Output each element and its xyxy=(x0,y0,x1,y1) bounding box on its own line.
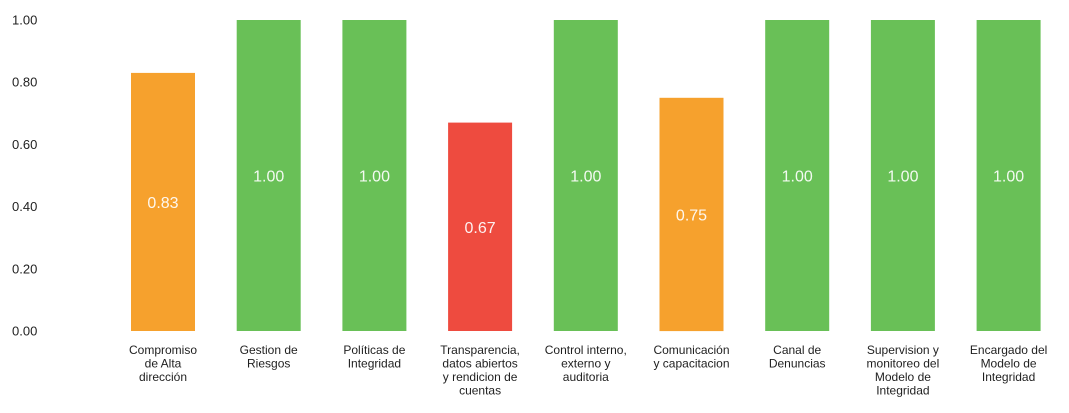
data-label: 0.67 xyxy=(465,220,496,237)
x-tick-label-line: Gestion de xyxy=(240,343,298,357)
x-tick-label-line: Compromiso xyxy=(129,343,197,357)
data-label: 0.83 xyxy=(147,195,178,212)
x-tick-label: Canal de Denuncias xyxy=(769,343,826,371)
x-tick-label: Supervision y monitoreo del Modelo de Integ… xyxy=(867,343,940,398)
y-tick-label: 0.80 xyxy=(12,75,37,90)
x-tick-label-line: Encargado del xyxy=(970,343,1047,357)
x-tick-label-line: Integridad xyxy=(348,357,401,371)
data-label: 1.00 xyxy=(253,169,284,186)
x-tick-label: Comunicación y capacitacion xyxy=(653,343,729,371)
bar xyxy=(448,122,513,331)
x-tick-label-line: externo y xyxy=(561,357,610,371)
x-tick-label-line: auditoria xyxy=(563,370,609,384)
x-axis: Compromiso de Alta dirección Gestion de Ries… xyxy=(129,343,1047,398)
x-tick-label-line: Integridad xyxy=(982,370,1035,384)
data-label: 1.00 xyxy=(782,169,813,186)
x-tick-label-line: Transparencia, xyxy=(440,343,520,357)
y-tick-label: 0.00 xyxy=(12,324,37,339)
data-label: 1.00 xyxy=(359,169,390,186)
x-tick-label-line: Riesgos xyxy=(247,357,290,371)
y-axis: 0.00 0.20 0.40 0.60 0.80 1.00 xyxy=(12,13,37,339)
x-tick-label-line: Canal de xyxy=(773,343,821,357)
x-tick-label-line: dirección xyxy=(139,370,187,384)
x-tick-label-line: Control interno, xyxy=(545,343,627,357)
x-tick-label: Políticas de Integridad xyxy=(343,343,405,371)
bar xyxy=(342,20,407,331)
x-tick-label-line: Supervision y xyxy=(867,343,939,357)
y-tick-label: 0.60 xyxy=(12,137,37,152)
bars xyxy=(131,20,1041,332)
x-tick-label-line: Integridad xyxy=(876,384,929,398)
x-tick-label-line: monitoreo del xyxy=(867,357,940,371)
data-label: 1.00 xyxy=(570,169,601,186)
x-tick-label-line: Modelo de xyxy=(875,370,931,384)
x-tick-label: Transparencia, datos abiertos y rendicion … xyxy=(440,343,520,398)
x-tick-label-line: Denuncias xyxy=(769,357,826,371)
bar xyxy=(870,20,935,331)
x-tick-label-line: y rendicion de xyxy=(443,370,518,384)
data-label: 1.00 xyxy=(887,169,918,186)
y-tick-label: 0.20 xyxy=(12,261,37,276)
data-label: 0.75 xyxy=(676,207,707,224)
x-tick-label-line: datos abiertos xyxy=(442,357,517,371)
bar xyxy=(131,72,195,332)
bar xyxy=(976,20,1041,331)
x-tick-label: Compromiso de Alta dirección xyxy=(129,343,197,384)
data-label: 1.00 xyxy=(993,169,1024,186)
x-tick-label-line: cuentas xyxy=(459,384,501,398)
bar xyxy=(765,20,830,331)
bar xyxy=(659,97,724,332)
x-tick-label: Encargado del Modelo de Integridad xyxy=(970,343,1047,384)
x-tick-label-line: Comunicación xyxy=(653,343,729,357)
x-tick-label-line: Políticas de xyxy=(343,343,405,357)
y-tick-label: 1.00 xyxy=(12,13,37,28)
x-tick-label-line: de Alta xyxy=(145,357,182,371)
bar xyxy=(553,20,618,331)
x-tick-label: Control interno, externo y auditoria xyxy=(545,343,627,384)
x-tick-label: Gestion de Riesgos xyxy=(240,343,298,371)
y-tick-label: 0.40 xyxy=(12,199,37,214)
x-tick-label-line: Modelo de xyxy=(981,357,1037,371)
bar-labels: 0.83 1.00 1.00 0.67 1.00 0.75 1.00 1.00 1.00 xyxy=(147,169,1024,237)
x-tick-label-line: y capacitacion xyxy=(653,357,729,371)
bar xyxy=(236,20,301,331)
